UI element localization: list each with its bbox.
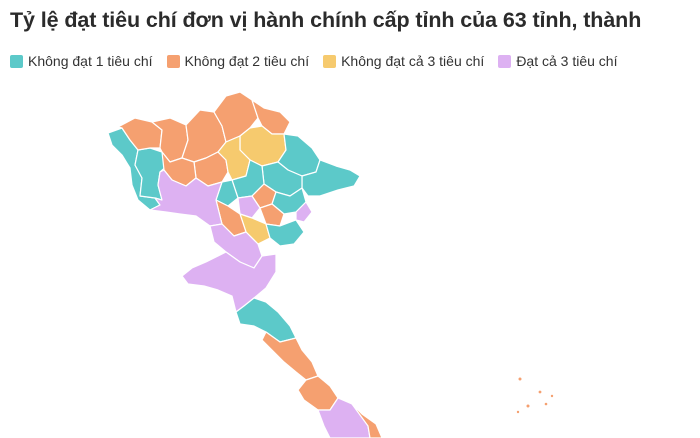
- legend-swatch: [323, 54, 337, 68]
- province-region[interactable]: [265, 219, 305, 247]
- province-region[interactable]: [149, 169, 223, 227]
- legend-label: Không đạt 1 tiêu chí: [28, 53, 153, 69]
- island-marker: [526, 404, 530, 408]
- legend-swatch: [166, 54, 180, 68]
- island-marker: [550, 394, 554, 398]
- legend-item-fail-3[interactable]: Không đạt cả 3 tiêu chí: [323, 53, 484, 69]
- island-marker: [544, 402, 548, 406]
- island-marker: [538, 390, 542, 394]
- chart-title: Tỷ lệ đạt tiêu chí đơn vị hành chính cấp…: [10, 8, 642, 32]
- province-region[interactable]: [351, 403, 383, 438]
- province-region[interactable]: [213, 91, 259, 143]
- island-marker: [516, 410, 520, 414]
- legend-swatch: [10, 54, 23, 68]
- legend-item-fail-1[interactable]: Không đạt 1 tiêu chí: [10, 53, 153, 69]
- province-region[interactable]: [297, 375, 339, 411]
- island-marker: [518, 377, 522, 381]
- legend-label: Đạt cả 3 tiêu chí: [516, 53, 618, 69]
- legend: Không đạt 1 tiêu chí Không đạt 2 tiêu ch…: [10, 53, 617, 69]
- province-region[interactable]: [237, 195, 261, 219]
- province-region[interactable]: [235, 297, 297, 343]
- province-region[interactable]: [301, 159, 361, 197]
- province-region[interactable]: [259, 203, 285, 227]
- province-region[interactable]: [117, 117, 163, 151]
- province-region[interactable]: [295, 201, 313, 223]
- legend-item-fail-2[interactable]: Không đạt 2 tiêu chí: [166, 53, 310, 69]
- legend-item-pass-all[interactable]: Đạt cả 3 tiêu chí: [498, 53, 617, 69]
- legend-swatch: [498, 54, 512, 68]
- legend-label: Không đạt 2 tiêu chí: [184, 53, 310, 69]
- province-region[interactable]: [261, 331, 319, 381]
- legend-label: Không đạt cả 3 tiêu chí: [341, 53, 485, 69]
